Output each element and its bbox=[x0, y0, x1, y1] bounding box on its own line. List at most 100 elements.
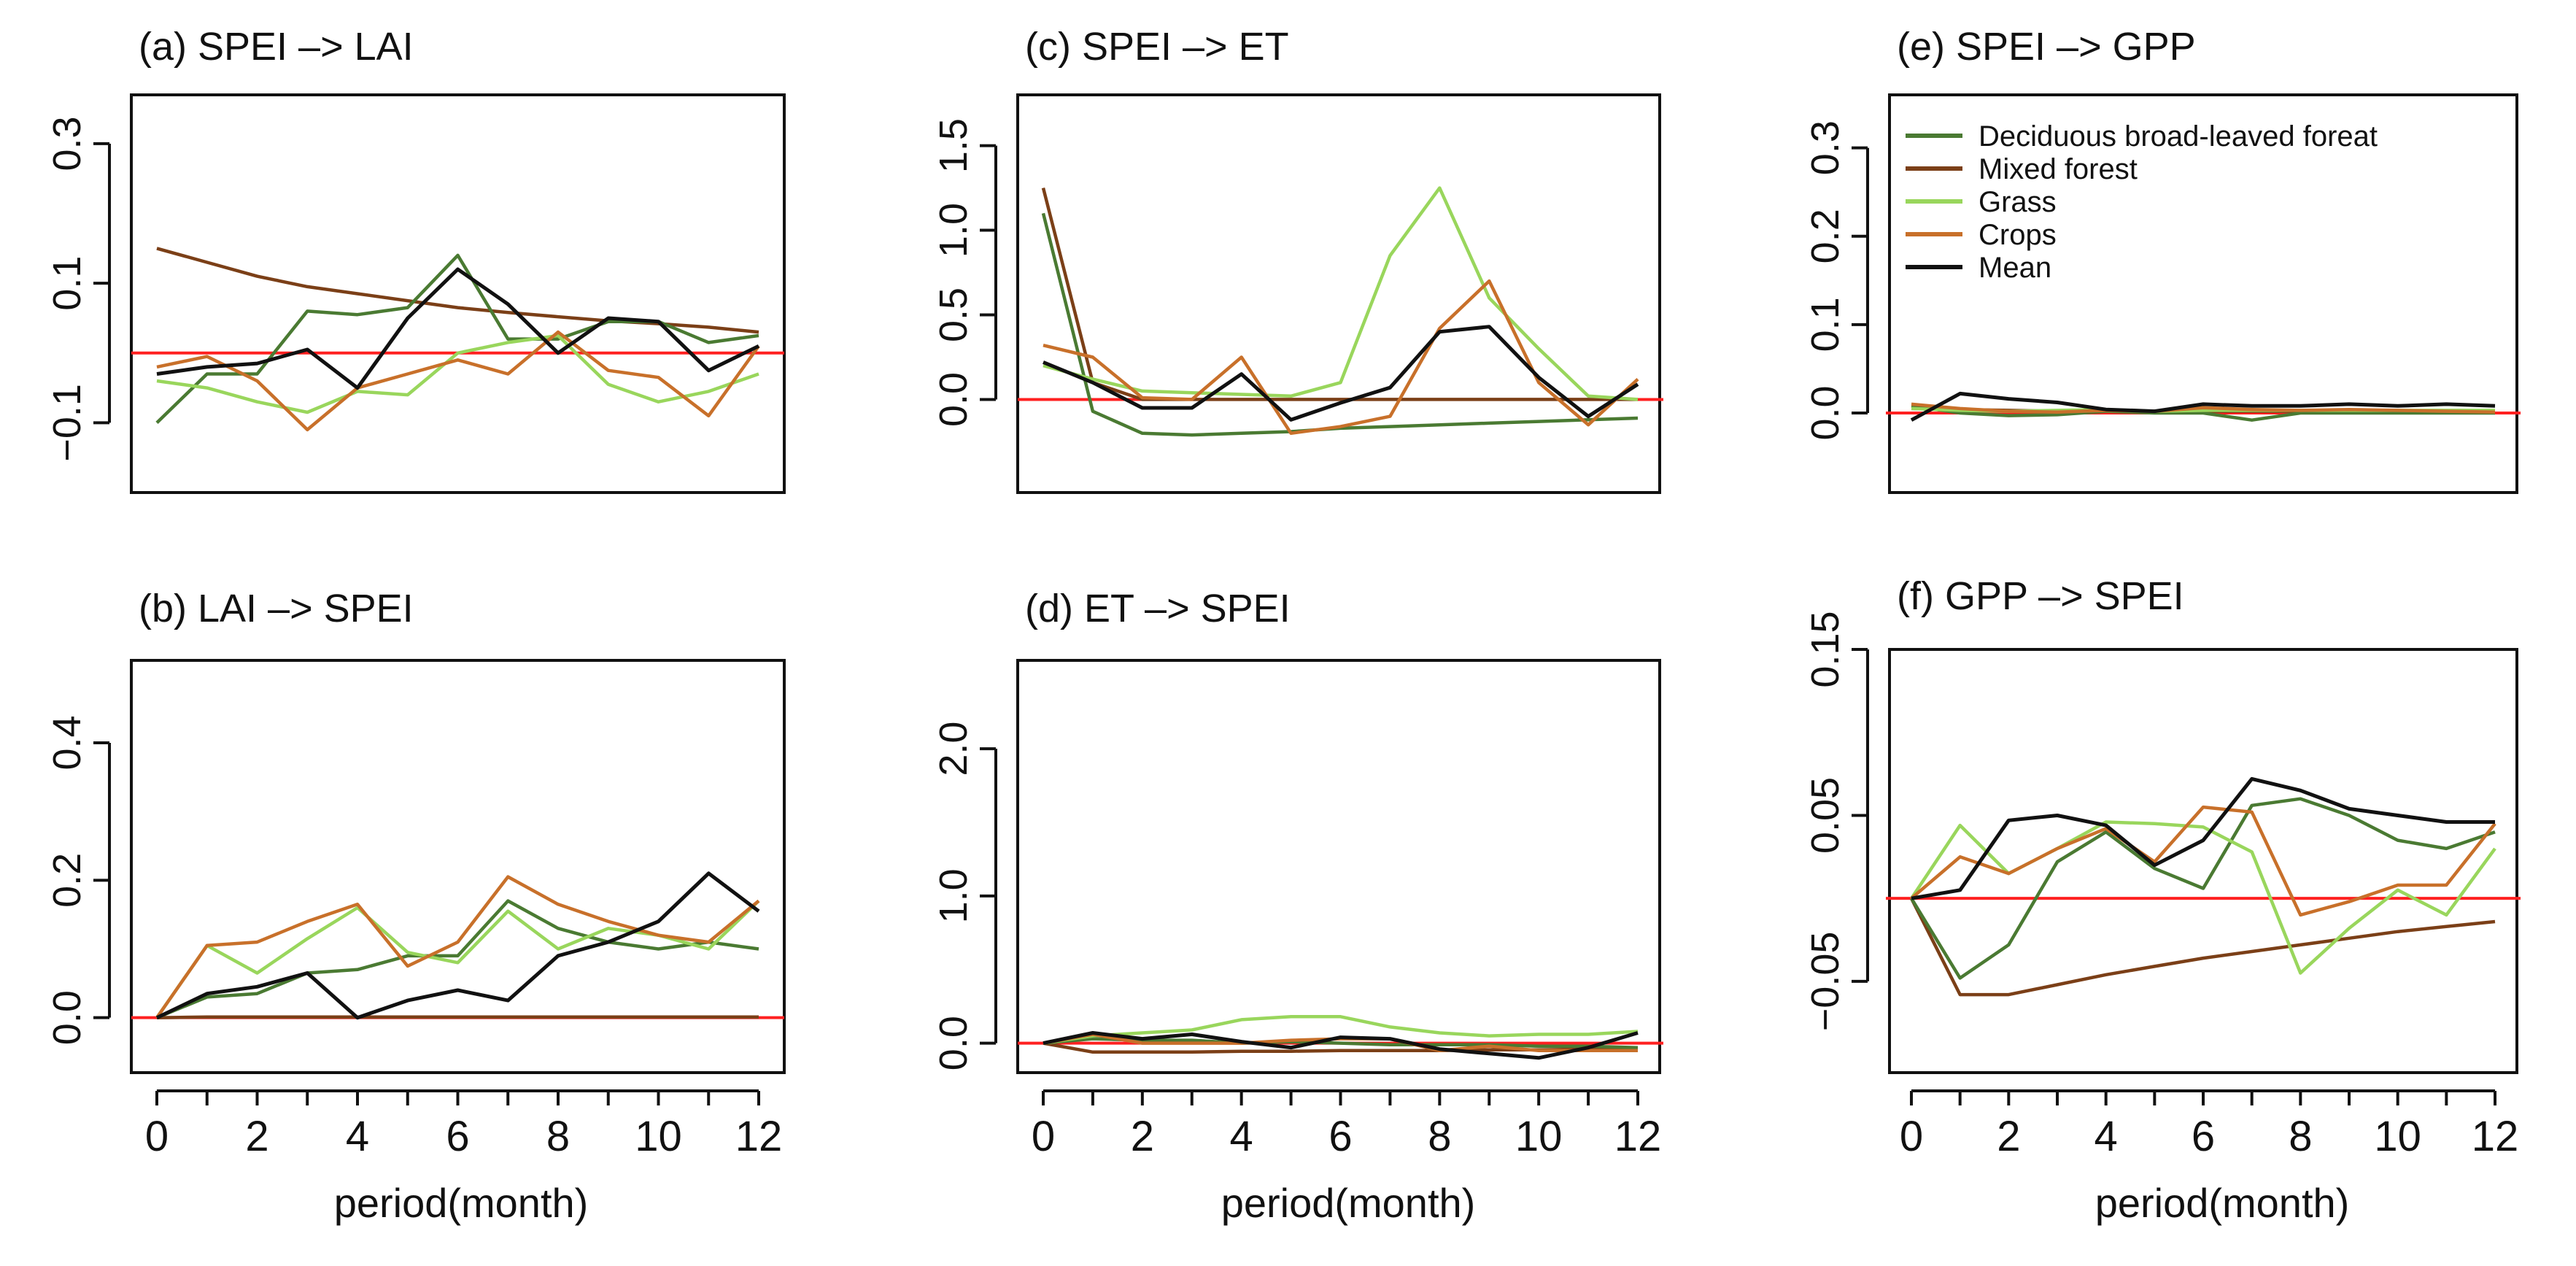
panel-b-x-axis: 0 2 4 6 8 10 12 bbox=[145, 1089, 783, 1160]
panel-f-x-label: period(month) bbox=[2095, 1180, 2350, 1226]
panel-f-series-crops bbox=[1910, 805, 2496, 917]
panel-c-ytick-label: 0.0 bbox=[932, 372, 975, 427]
panel-d-ytick-label: 0.0 bbox=[932, 1016, 975, 1070]
panel-f-xtick-label: 6 bbox=[2192, 1113, 2215, 1160]
panel-b: (b) LAI –> SPEI 0.0 0.2 0.4 0 2 4 6 8 10 12 peri… bbox=[45, 587, 786, 1226]
panel-b-series-deciduous bbox=[156, 899, 759, 1019]
panel-b-ytick-label: 0.0 bbox=[45, 990, 89, 1045]
panel-a-series-mixed bbox=[156, 247, 759, 334]
panel-b-series-mean bbox=[155, 871, 760, 1020]
panel-d-xtick-label: 10 bbox=[1515, 1113, 1563, 1160]
legend-label-mean: Mean bbox=[1979, 252, 2051, 284]
legend-label-crops: Crops bbox=[1979, 219, 2057, 251]
panel-d-plot-box bbox=[1016, 659, 1661, 1074]
panel-d-xtick-label: 12 bbox=[1614, 1113, 1662, 1160]
panel-a-series-grass bbox=[156, 333, 759, 414]
panel-a-series-crops bbox=[156, 330, 760, 432]
panel-f-ytick-label: −0.05 bbox=[1803, 932, 1847, 1032]
panel-d-xtick-label: 8 bbox=[1428, 1113, 1451, 1160]
panel-a: (a) SPEI –> LAI −0.1 0.1 0.3 bbox=[45, 25, 786, 494]
panel-b-xtick-label: 2 bbox=[245, 1113, 268, 1160]
panel-f-series-mixed bbox=[1909, 898, 2496, 997]
panel-d-title: (d) ET –> SPEI bbox=[1025, 587, 1291, 630]
panel-e-series bbox=[1886, 391, 2521, 422]
panel-e-ytick-label: 0.3 bbox=[1803, 120, 1847, 175]
panel-f-series-deciduous bbox=[1910, 797, 2496, 980]
panel-d-series-grass bbox=[1043, 1015, 1639, 1045]
panel-d-series-mean bbox=[1043, 1031, 1639, 1060]
panel-e-series-crops bbox=[1911, 402, 2496, 414]
panel-c-series-deciduous bbox=[1041, 212, 1639, 437]
panel-f-xtick-label: 8 bbox=[2289, 1113, 2312, 1160]
panel-c: (c) SPEI –> ET 0.0 0.5 1.0 1.5 bbox=[932, 25, 1663, 494]
panel-e-title: (e) SPEI –> GPP bbox=[1897, 25, 2196, 69]
panel-f-xtick-label: 10 bbox=[2374, 1113, 2421, 1160]
panel-f-xtick-label: 0 bbox=[1900, 1113, 1923, 1160]
panel-e-series-mean bbox=[1910, 391, 2496, 422]
panel-f-x-axis: 0 2 4 6 8 10 12 bbox=[1900, 1089, 2519, 1160]
panel-b-plot-box bbox=[130, 659, 786, 1074]
panel-f-ytick-label: 0.05 bbox=[1803, 777, 1847, 854]
panel-b-series bbox=[131, 871, 784, 1020]
panel-f-xtick-label: 2 bbox=[1997, 1113, 2020, 1160]
panel-e-y-axis: 0.0 0.1 0.2 0.3 bbox=[1803, 120, 1869, 441]
panel-a-plot-box bbox=[130, 93, 786, 494]
panel-f-series-mean bbox=[1911, 776, 2495, 900]
panel-e: (e) SPEI –> GPP 0.0 0.1 0.2 0.3 Deciduous b… bbox=[1803, 25, 2521, 494]
panel-f-title: (f) GPP –> SPEI bbox=[1897, 574, 2184, 618]
panel-f-xtick-label: 12 bbox=[2472, 1113, 2519, 1160]
panel-b-xtick-label: 4 bbox=[346, 1113, 369, 1160]
panel-c-series-mean bbox=[1043, 325, 1639, 422]
panel-f-plot-box bbox=[1888, 648, 2518, 1074]
panel-d-ytick-label: 1.0 bbox=[932, 868, 975, 923]
panel-e-ytick-label: 0.2 bbox=[1803, 209, 1847, 263]
panel-c-y-axis: 0.0 0.5 1.0 1.5 bbox=[932, 118, 997, 427]
panel-d-series bbox=[1018, 1015, 1663, 1060]
legend-label-mixed: Mixed forest bbox=[1979, 153, 2138, 185]
panel-b-x-label: period(month) bbox=[334, 1180, 589, 1226]
legend-label-deciduous: Deciduous broad-leaved foreat bbox=[1979, 120, 2378, 153]
panel-d: (d) ET –> SPEI 0.0 1.0 2.0 0 2 4 6 8 10 12 perio… bbox=[932, 587, 1663, 1226]
legend-label-grass: Grass bbox=[1979, 186, 2057, 218]
panel-d-ytick-label: 2.0 bbox=[932, 722, 975, 776]
panel-a-series bbox=[131, 247, 784, 432]
panel-d-xtick-label: 4 bbox=[1230, 1113, 1253, 1160]
panel-b-ytick-label: 0.2 bbox=[45, 853, 89, 908]
panel-b-series-crops bbox=[155, 875, 760, 1019]
panel-b-xtick-label: 6 bbox=[446, 1113, 469, 1160]
panel-b-xtick-label: 10 bbox=[635, 1113, 682, 1160]
panel-d-x-label: period(month) bbox=[1221, 1180, 1476, 1226]
panel-b-ytick-label: 0.4 bbox=[45, 715, 89, 770]
panel-b-xtick-label: 0 bbox=[145, 1113, 169, 1160]
panel-c-series-mixed bbox=[1041, 188, 1638, 401]
panel-b-xtick-label: 8 bbox=[546, 1113, 570, 1160]
panel-c-ytick-label: 1.5 bbox=[932, 118, 975, 173]
panel-b-xtick-label: 12 bbox=[735, 1113, 783, 1160]
panel-c-series-crops bbox=[1043, 279, 1639, 436]
panel-c-series bbox=[1018, 186, 1663, 437]
panel-b-series-mixed bbox=[156, 1015, 759, 1019]
panel-e-ytick-label: 0.1 bbox=[1803, 297, 1847, 352]
panel-c-series-grass bbox=[1043, 186, 1639, 401]
panel-e-ytick-label: 0.0 bbox=[1803, 385, 1847, 440]
panel-c-title: (c) SPEI –> ET bbox=[1025, 25, 1289, 69]
panel-a-series-mean bbox=[156, 267, 760, 390]
panel-d-xtick-label: 0 bbox=[1032, 1113, 1055, 1160]
panel-d-x-axis: 0 2 4 6 8 10 12 bbox=[1032, 1089, 1662, 1160]
panel-f-xtick-label: 4 bbox=[2095, 1113, 2118, 1160]
panel-b-series-grass bbox=[155, 899, 760, 1019]
panel-a-y-axis: −0.1 0.1 0.3 bbox=[45, 116, 111, 462]
panel-f-series bbox=[1886, 776, 2521, 997]
panel-a-ytick-label: 0.1 bbox=[45, 256, 89, 311]
panel-c-ytick-label: 0.5 bbox=[932, 287, 975, 342]
panel-c-ytick-label: 1.0 bbox=[932, 203, 975, 258]
panel-e-plot-box bbox=[1888, 93, 2518, 494]
panel-b-title: (b) LAI –> SPEI bbox=[139, 587, 414, 630]
panel-c-plot-box bbox=[1016, 93, 1661, 494]
panel-a-ytick-label: −0.1 bbox=[45, 384, 89, 462]
panel-b-y-axis: 0.0 0.2 0.4 bbox=[45, 715, 111, 1045]
panel-e-series-deciduous bbox=[1911, 404, 2495, 422]
panel-d-xtick-label: 2 bbox=[1131, 1113, 1154, 1160]
panel-d-y-axis: 0.0 1.0 2.0 bbox=[932, 722, 997, 1070]
